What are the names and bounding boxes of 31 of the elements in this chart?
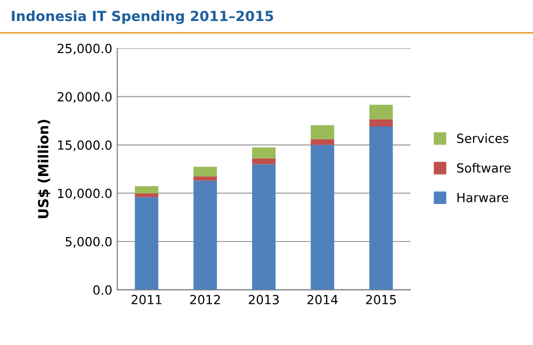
x-tick-label: 2012	[190, 294, 220, 304]
legend-label: Harware	[458, 192, 508, 202]
legend-label: Services	[457, 133, 508, 144]
bar	[310, 125, 334, 140]
bar	[310, 139, 334, 145]
x-tick-label: 2015	[366, 294, 396, 304]
bar	[252, 164, 276, 290]
bar	[193, 166, 217, 176]
bar	[193, 180, 217, 290]
chart-title: Indonesia IT Spending 2011–2015	[12, 10, 274, 24]
legend-label: Software	[457, 163, 511, 173]
y-tick-label: 10,000.0	[58, 188, 112, 200]
bar	[252, 147, 276, 158]
bar	[252, 158, 276, 164]
x-tick-label: 2011	[132, 294, 162, 304]
y-axis-title: US$ (Million)	[38, 120, 50, 218]
bar	[369, 126, 393, 290]
bar	[369, 119, 393, 127]
y-tick-label: 5,000.0	[66, 236, 112, 248]
bar	[134, 193, 158, 198]
y-tick-label: 0.0	[93, 285, 112, 295]
y-tick-label: 15,000.0	[58, 140, 112, 152]
bar	[134, 197, 158, 290]
bar	[193, 176, 217, 181]
x-tick-label: 2014	[307, 294, 338, 304]
x-tick-label: 2013	[248, 294, 279, 304]
y-tick-label: 20,000.0	[58, 92, 112, 103]
y-tick-label: 25,000.0	[58, 44, 112, 54]
bar	[134, 186, 158, 194]
bar	[310, 144, 334, 290]
bar	[369, 104, 393, 120]
